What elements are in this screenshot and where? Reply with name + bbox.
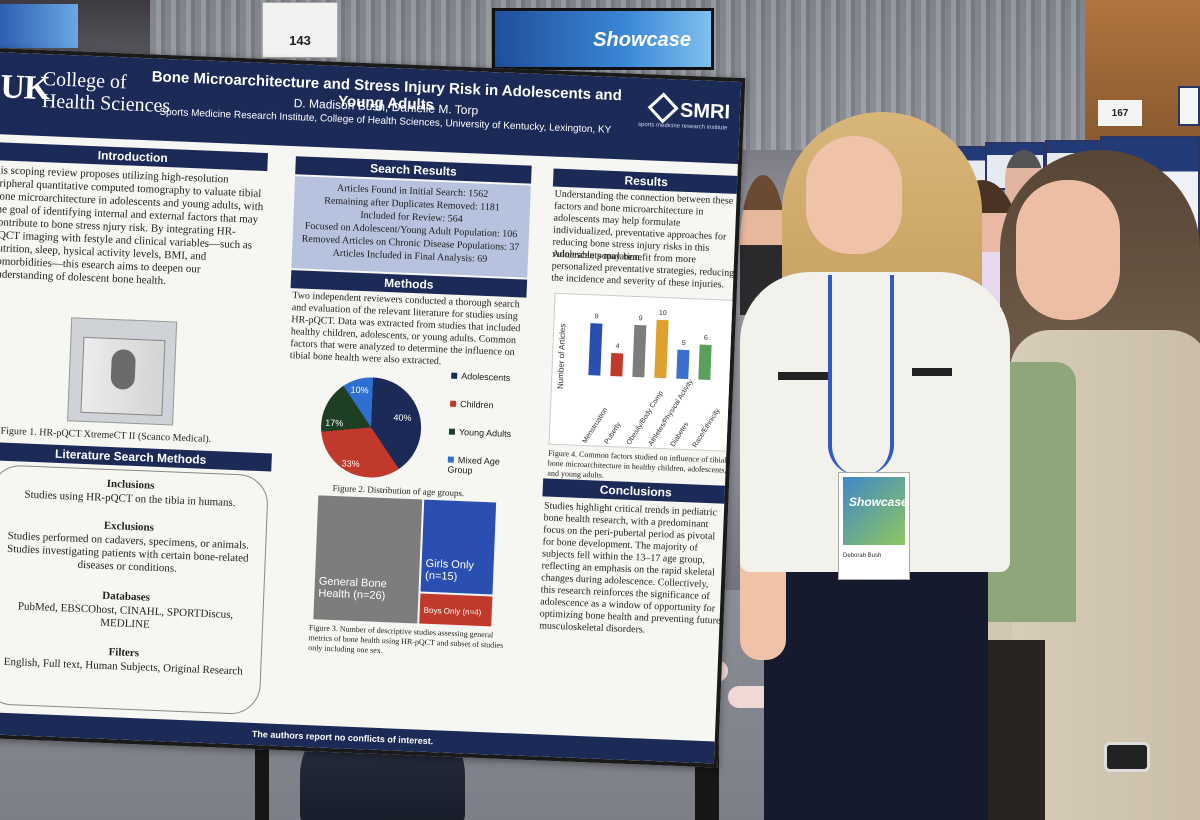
- legend-swatch: [447, 456, 454, 463]
- bar: [654, 319, 669, 379]
- background-sign: [1178, 86, 1200, 126]
- woman-right-pants: [985, 640, 1045, 820]
- bars-area: 9 Menstruation 4 Puberty 9 Obesity/Body Comp 1…: [582, 305, 733, 449]
- badge-graphic: Showcase: [843, 477, 908, 545]
- search-results-box: Articles Found in Initial Search: 1562 R…: [291, 176, 531, 278]
- top-trim: [778, 372, 830, 380]
- bar: [610, 352, 624, 377]
- name-badge: Showcase Deborah Bush: [838, 472, 910, 580]
- woman-left-pants: [764, 560, 988, 820]
- research-poster: UK College of Health Sciences Bone Micro…: [0, 48, 746, 768]
- lanyard: [828, 275, 894, 475]
- treemap-general: General Bone Health (n=26): [313, 495, 423, 624]
- bar: [698, 344, 712, 381]
- poster-number-sign: 143: [262, 2, 338, 58]
- bar-value-label: 4: [615, 342, 620, 350]
- pie-label-mixed: 10%: [350, 384, 369, 396]
- pie-label-adolescents: 40%: [393, 412, 412, 424]
- smri-text: SMRI: [679, 99, 731, 124]
- scanner-core: [110, 348, 136, 390]
- bar-value-label: 9: [638, 314, 643, 322]
- bar: [676, 349, 690, 380]
- legend-mixed-age: Mixed Age Group: [447, 455, 518, 478]
- pie-label-children: 33%: [341, 458, 360, 470]
- legend-young-adults: Young Adults: [448, 426, 512, 440]
- smri-logo: SMRI: [647, 92, 731, 124]
- bar-value-label: 9: [594, 312, 599, 320]
- woman-left-face: [806, 136, 902, 254]
- methods-text: Two independent reviewers conducted a th…: [289, 290, 521, 368]
- legend-label: Children: [459, 398, 494, 411]
- bar: [588, 322, 603, 376]
- figure3-caption: Figure 3. Number of descriptive studies …: [308, 623, 504, 656]
- bar-value-label: 5: [681, 339, 686, 347]
- results-text-2: Adolescents may benefit from more person…: [550, 248, 735, 291]
- left-display-screen: [0, 4, 78, 48]
- woman-right-face: [1016, 180, 1120, 320]
- screen-text: Showcase: [593, 29, 691, 51]
- treemap-girls: Girls Only (n=15): [420, 499, 497, 595]
- bar-value-label: 6: [703, 334, 709, 342]
- bar: [632, 324, 647, 378]
- bar-value-label: 10: [658, 309, 667, 317]
- badge-showcase-text: Showcase: [849, 495, 908, 509]
- legend-label: Mixed Age Group: [447, 454, 501, 476]
- legend-swatch: [449, 400, 457, 407]
- legend-label: Young Adults: [458, 426, 512, 440]
- smri-diamond-icon: [647, 92, 679, 124]
- smartwatch: [1104, 742, 1150, 772]
- inclusion-box: Inclusions Studies using HR-pQCT on the …: [0, 464, 270, 716]
- factors-bar-chart: Number of Articles 9 Menstruation 4 Puberty…: [548, 292, 735, 452]
- legend-label: Adolescents: [461, 371, 511, 383]
- pie-label-young-adults: 17%: [325, 417, 344, 429]
- bar-y-axis-label: Number of Articles: [555, 323, 568, 390]
- conclusions-text: Studies highlight critical trends in ped…: [539, 500, 721, 636]
- sex-treemap: General Bone Health (n=26) Girls Only (n…: [313, 495, 497, 627]
- intro-text: his scoping review proposes utilizing hi…: [0, 164, 264, 288]
- display-screen: Showcase: [492, 8, 714, 70]
- top-trim: [912, 368, 952, 376]
- bar-category-label: Diabetes: [669, 421, 691, 449]
- bar-category-label: Puberty: [603, 421, 623, 446]
- shoe: [728, 686, 772, 708]
- badge-name: Deborah Bush: [843, 553, 882, 559]
- treemap-boys: Boys Only (n=4): [419, 593, 493, 627]
- scanner-body: [80, 336, 166, 417]
- poster-number-sign-right: 167: [1098, 100, 1142, 126]
- legend-children: Children: [449, 398, 494, 411]
- legend-swatch: [448, 428, 456, 435]
- legend-swatch: [451, 372, 458, 379]
- bar-category-label: Athletes/Physical Activity: [647, 378, 695, 448]
- bar-category-label: Race/Ethnicity: [691, 407, 722, 450]
- hr-pqct-scanner-image: [67, 317, 178, 426]
- legend-adolescents: Adolescents: [451, 371, 510, 383]
